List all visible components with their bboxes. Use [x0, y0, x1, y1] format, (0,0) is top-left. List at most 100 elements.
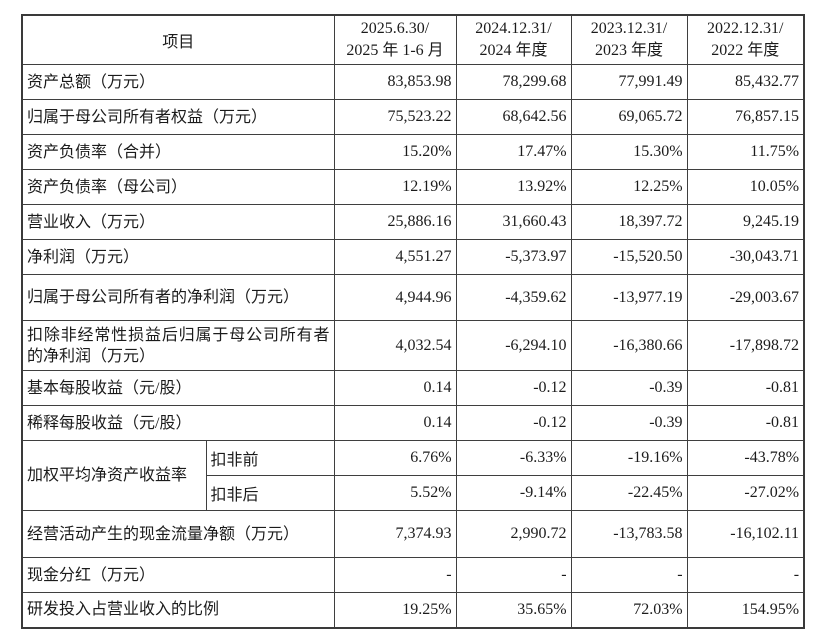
- header-row: 项目 2025.6.30/2025 年 1-6 月 2024.12.31/202…: [21, 14, 805, 66]
- cell-value: -: [570, 557, 688, 594]
- header-period-2022-line2: 2022 年度: [711, 42, 780, 60]
- table-row-rd-ratio: 研发投入占营业收入的比例 19.25% 35.65% 72.03% 154.95…: [21, 592, 805, 629]
- cell-value: 83,853.98: [333, 64, 457, 101]
- row-sublabel: 扣非后: [205, 475, 335, 512]
- cell-value: 6.76%: [333, 440, 457, 477]
- cell-value: -: [686, 557, 805, 594]
- cell-value: 10.05%: [686, 169, 805, 206]
- row-label: 净利润（万元）: [21, 239, 335, 276]
- cell-value: 15.30%: [570, 134, 688, 171]
- cell-value: 154.95%: [686, 592, 805, 629]
- cell-value: 19.25%: [333, 592, 457, 629]
- row-label: 经营活动产生的现金流量净额（万元）: [21, 510, 335, 559]
- header-period-2022-line1: 2022.12.31/: [707, 20, 784, 37]
- cell-value: 4,944.96: [333, 274, 457, 322]
- cell-value: -0.39: [570, 405, 688, 442]
- cell-value: -16,102.11: [686, 510, 805, 559]
- cell-value: 15.20%: [333, 134, 457, 171]
- cell-value: -13,783.58: [570, 510, 688, 559]
- row-label: 归属于母公司所有者权益（万元）: [21, 99, 335, 136]
- cell-value: 2,990.72: [455, 510, 572, 559]
- table-row-debt-ratio-consolidated: 资产负债率（合并） 15.20% 17.47% 15.30% 11.75%: [21, 134, 805, 171]
- row-label: 研发投入占营业收入的比例: [21, 592, 335, 629]
- cell-value: -6,294.10: [455, 320, 572, 372]
- row-label-roe-group: 加权平均净资产收益率: [21, 440, 207, 512]
- cell-value: -6.33%: [455, 440, 572, 477]
- cell-value: -22.45%: [570, 475, 688, 512]
- cell-value: -5,373.97: [455, 239, 572, 276]
- cell-value: -27.02%: [686, 475, 805, 512]
- cell-value: 25,886.16: [333, 204, 457, 241]
- cell-value: -0.81: [686, 370, 805, 407]
- cell-value: -19.16%: [570, 440, 688, 477]
- header-period-2025-line2: 2025 年 1-6 月: [346, 42, 444, 60]
- cell-value: 12.25%: [570, 169, 688, 206]
- cell-value: -: [455, 557, 572, 594]
- cell-value: 17.47%: [455, 134, 572, 171]
- cell-value: 9,245.19: [686, 204, 805, 241]
- financial-summary-table: 项目 2025.6.30/2025 年 1-6 月 2024.12.31/202…: [21, 14, 806, 629]
- row-label: 资产负债率（合并）: [21, 134, 335, 171]
- cell-value: 68,642.56: [455, 99, 572, 136]
- table-row-debt-ratio-parent: 资产负债率（母公司） 12.19% 13.92% 12.25% 10.05%: [21, 169, 805, 206]
- header-period-2024: 2024.12.31/2024 年度: [455, 14, 572, 66]
- table-row-operating-cash-flow: 经营活动产生的现金流量净额（万元） 7,374.93 2,990.72 -13,…: [21, 510, 805, 559]
- cell-value: -30,043.71: [686, 239, 805, 276]
- cell-value: -29,003.67: [686, 274, 805, 322]
- cell-value: -13,977.19: [570, 274, 688, 322]
- table-row-deducted-net-profit: 扣除非经常性损益后归属于母公司所有者的净利润（万元） 4,032.54 -6,2…: [21, 320, 805, 372]
- table-row-net-profit: 净利润（万元） 4,551.27 -5,373.97 -15,520.50 -3…: [21, 239, 805, 276]
- row-label: 现金分红（万元）: [21, 557, 335, 594]
- cell-value: -9.14%: [455, 475, 572, 512]
- header-item: 项目: [21, 14, 335, 66]
- cell-value: 4,032.54: [333, 320, 457, 372]
- cell-value: 4,551.27: [333, 239, 457, 276]
- table-row-diluted-eps: 稀释每股收益（元/股） 0.14 -0.12 -0.39 -0.81: [21, 405, 805, 442]
- cell-value: -43.78%: [686, 440, 805, 477]
- table-row-cash-dividend: 现金分红（万元） - - - -: [21, 557, 805, 594]
- cell-value: 0.14: [333, 370, 457, 407]
- header-period-2025-line1: 2025.6.30/: [360, 20, 430, 37]
- cell-value: -0.12: [455, 370, 572, 407]
- row-label: 归属于母公司所有者的净利润（万元）: [21, 274, 335, 322]
- cell-value: -17,898.72: [686, 320, 805, 372]
- cell-value: 75,523.22: [333, 99, 457, 136]
- cell-value: 72.03%: [570, 592, 688, 629]
- header-period-2023: 2023.12.31/2023 年度: [570, 14, 688, 66]
- header-period-2024-line2: 2024 年度: [479, 42, 548, 60]
- cell-value: 11.75%: [686, 134, 805, 171]
- table-row-parent-equity: 归属于母公司所有者权益（万元） 75,523.22 68,642.56 69,0…: [21, 99, 805, 136]
- cell-value: 5.52%: [333, 475, 457, 512]
- row-label: 营业收入（万元）: [21, 204, 335, 241]
- cell-value: -4,359.62: [455, 274, 572, 322]
- cell-value: -15,520.50: [570, 239, 688, 276]
- cell-value: 69,065.72: [570, 99, 688, 136]
- cell-value: 0.14: [333, 405, 457, 442]
- cell-value: -16,380.66: [570, 320, 688, 372]
- header-item-label: 项目: [162, 34, 195, 52]
- table-row-roe-before: 加权平均净资产收益率 扣非前 6.76% -6.33% -19.16% -43.…: [21, 440, 805, 512]
- cell-value: 7,374.93: [333, 510, 457, 559]
- header-period-2023-line1: 2023.12.31/: [590, 20, 668, 37]
- table-row-revenue: 营业收入（万元） 25,886.16 31,660.43 18,397.72 9…: [21, 204, 805, 241]
- table-row-parent-net-profit: 归属于母公司所有者的净利润（万元） 4,944.96 -4,359.62 -13…: [21, 274, 805, 322]
- financial-summary-table-wrap: 项目 2025.6.30/2025 年 1-6 月 2024.12.31/202…: [21, 14, 806, 629]
- cell-value: 77,991.49: [570, 64, 688, 101]
- row-label: 资产总额（万元）: [21, 64, 335, 101]
- cell-value: 78,299.68: [455, 64, 572, 101]
- table-row-basic-eps: 基本每股收益（元/股） 0.14 -0.12 -0.39 -0.81: [21, 370, 805, 407]
- row-label: 资产负债率（母公司）: [21, 169, 335, 206]
- cell-value: -0.39: [570, 370, 688, 407]
- row-label: 稀释每股收益（元/股）: [21, 405, 335, 442]
- row-label: 扣除非经常性损益后归属于母公司所有者的净利润（万元）: [21, 320, 335, 372]
- cell-value: 35.65%: [455, 592, 572, 629]
- row-sublabel: 扣非前: [205, 440, 335, 477]
- header-period-2024-line1: 2024.12.31/: [475, 20, 552, 37]
- cell-value: 12.19%: [333, 169, 457, 206]
- cell-value: 13.92%: [455, 169, 572, 206]
- cell-value: -: [333, 557, 457, 594]
- cell-value: 18,397.72: [570, 204, 688, 241]
- header-period-2022: 2022.12.31/2022 年度: [686, 14, 805, 66]
- cell-value: 76,857.15: [686, 99, 805, 136]
- header-period-2023-line2: 2023 年度: [595, 42, 664, 60]
